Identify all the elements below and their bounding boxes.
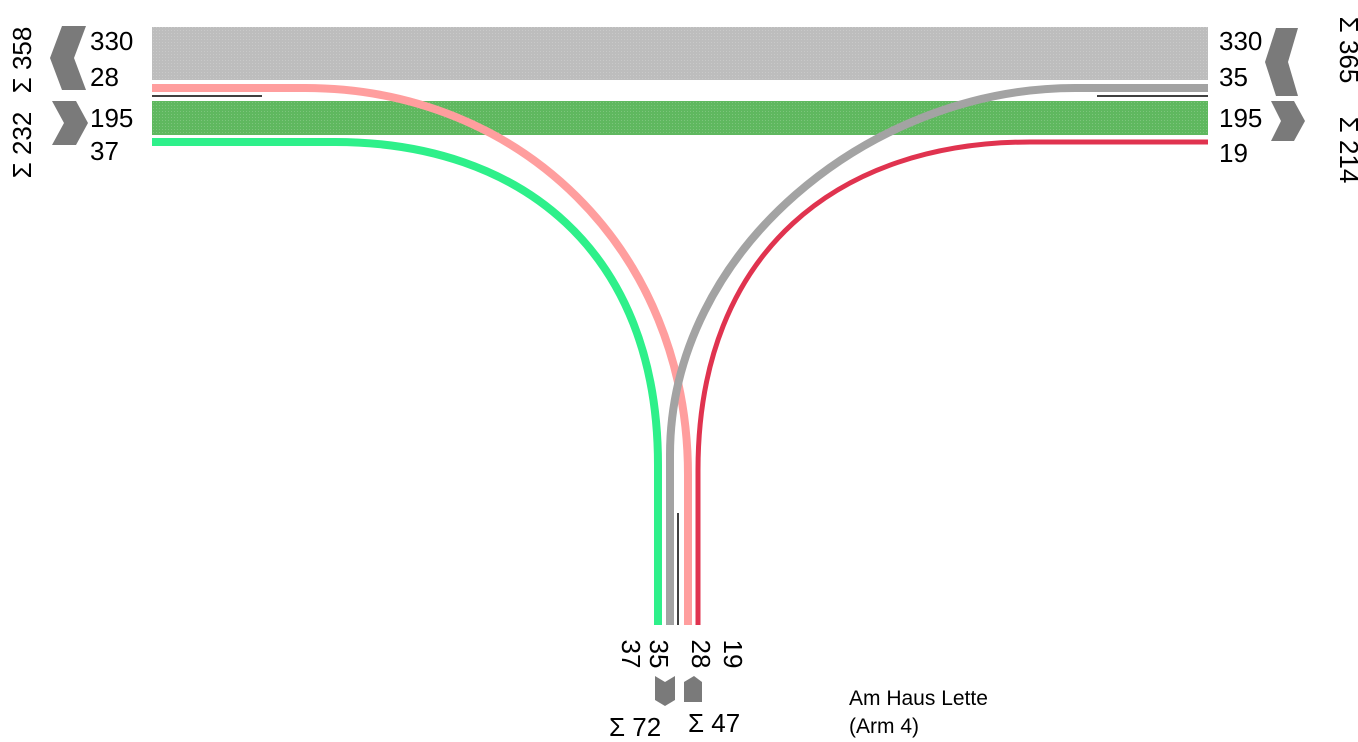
- arm-number: (Arm 4): [849, 715, 919, 738]
- west-in-through: 195: [90, 103, 133, 133]
- flow-south-to-west: [152, 84, 692, 625]
- arrow-south-in-icon: [655, 676, 675, 706]
- east-sum-out: Σ 214: [1334, 117, 1358, 184]
- west-in-turn: 37: [90, 136, 119, 166]
- arrow-east-out-icon: [1271, 101, 1305, 141]
- south-in-left: 37: [616, 640, 646, 669]
- east-sum-in: Σ 365: [1334, 17, 1358, 84]
- arrow-south-out-icon: [684, 676, 702, 702]
- east-in-turn: 35: [1219, 62, 1248, 92]
- south-in-right: 35: [644, 640, 674, 669]
- east-out-turn: 19: [1219, 138, 1248, 168]
- west-out-through: 330: [90, 26, 133, 56]
- west-sum-out: Σ 358: [7, 27, 37, 94]
- arrow-east-in-icon: [1265, 28, 1298, 96]
- east-out-through: 195: [1219, 103, 1262, 133]
- east-in-through: 330: [1219, 26, 1262, 56]
- arrow-west-out-icon: [50, 26, 86, 90]
- south-out-right: 19: [718, 640, 748, 669]
- west-out-turn: 28: [90, 62, 119, 92]
- flow-south-to-east: [695, 139, 1208, 625]
- arm-name: Am Haus Lette: [849, 687, 988, 710]
- west-sum-in: Σ 232: [7, 112, 37, 179]
- south-out-left: 28: [686, 640, 716, 669]
- flow-west-to-south: [152, 138, 662, 625]
- flow-east-to-south: [666, 84, 1208, 625]
- arrow-west-in-icon: [52, 101, 88, 145]
- south-sum-out: Σ 47: [688, 708, 740, 738]
- south-sum-in: Σ 72: [609, 712, 661, 742]
